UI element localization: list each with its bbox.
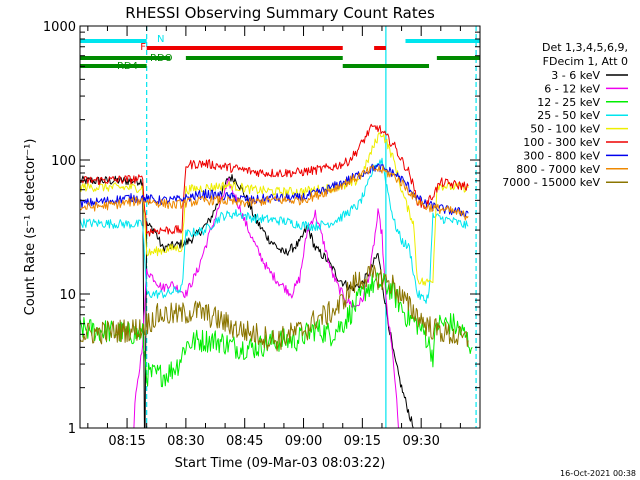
chart-title: RHESSI Observing Summary Count Rates	[125, 4, 435, 22]
flag-label-rdo: RDO	[150, 53, 173, 64]
flag-label-rd4: RD4	[117, 61, 138, 72]
legend-entry-label: 300 - 800 keV	[523, 149, 600, 162]
flag-bar-rdo-2	[436, 56, 480, 60]
x-tick-label: 08:45	[226, 434, 263, 449]
series-line-4	[80, 132, 469, 286]
legend: Det 1,3,4,5,6,9,FDecim 1, Att 03 - 6 keV…	[502, 41, 628, 189]
y-axis: 1 10 100 1000	[43, 20, 480, 437]
flag-label-n: N	[157, 34, 164, 45]
flag-bar-n-1	[405, 39, 480, 43]
series-line-2	[80, 272, 473, 388]
series-line-3	[80, 157, 469, 304]
x-axis: 08:15 08:30 08:45 09:00 09:15 09:30	[87, 26, 481, 449]
y-tick-label: 100	[51, 154, 76, 169]
flag-bar-rd4-0	[80, 64, 147, 68]
flag-bar-f-1	[374, 46, 386, 50]
y-tick-label: 1	[68, 422, 76, 437]
flag-bar-rdo-1	[185, 56, 343, 60]
legend-entry-label: 6 - 12 keV	[544, 82, 600, 95]
flag-label-f: F	[140, 42, 146, 53]
plot-frame	[79, 25, 481, 429]
series-line-7	[80, 164, 469, 221]
y-axis-label: Count Rate (s⁻¹ detector⁻¹)	[23, 139, 38, 316]
y-tick-label: 10	[59, 288, 76, 303]
x-tick-label: 08:15	[108, 434, 145, 449]
legend-entry-label: 50 - 100 keV	[530, 123, 600, 136]
legend-entry-label: 800 - 7000 keV	[516, 163, 600, 176]
x-tick-label: 08:30	[167, 434, 204, 449]
y-tick-label: 1000	[43, 20, 76, 35]
legend-header-line: FDecim 1, Att 0	[543, 55, 628, 68]
legend-entry-label: 7000 - 15000 keV	[502, 176, 600, 189]
series-line-5	[80, 123, 469, 237]
flag-bar-n-0	[80, 39, 147, 43]
x-tick-label: 09:30	[402, 434, 439, 449]
flag-bar-rd4-1	[342, 64, 430, 68]
legend-entry-label: 3 - 6 keV	[551, 69, 600, 82]
flag-bar-rdo-0	[80, 56, 171, 60]
flag-bar-f-0	[146, 46, 343, 50]
legend-entry-label: 12 - 25 keV	[537, 96, 600, 109]
legend-header-line: Det 1,3,4,5,6,9,	[542, 41, 628, 54]
x-tick-label: 09:00	[285, 434, 322, 449]
x-axis-label: Start Time (09-Mar-03 08:03:22)	[175, 456, 386, 471]
x-tick-label: 09:15	[344, 434, 381, 449]
legend-entry-label: 100 - 300 keV	[523, 136, 600, 149]
legend-entry-label: 25 - 50 keV	[537, 109, 600, 122]
timestamp: 16-Oct-2021 00:38	[560, 469, 636, 478]
series-line-8	[80, 264, 469, 352]
